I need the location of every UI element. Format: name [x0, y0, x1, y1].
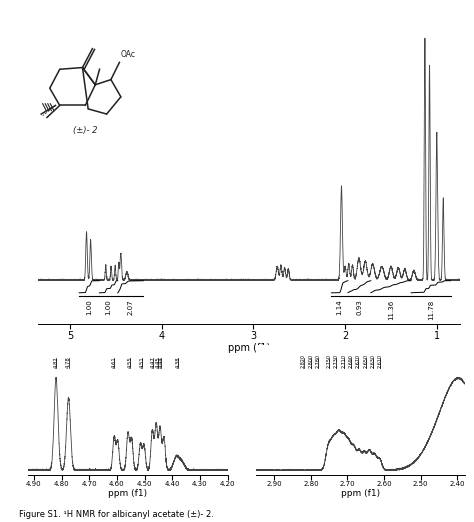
Text: 1.14: 1.14	[337, 300, 343, 315]
Text: 4.55: 4.55	[128, 356, 133, 368]
Text: 2.610: 2.610	[378, 354, 383, 368]
Text: 1.00: 1.00	[86, 300, 92, 315]
Text: 2.07: 2.07	[128, 300, 134, 315]
X-axis label: ppm (f1): ppm (f1)	[228, 342, 270, 353]
Text: Figure S1. ¹H NMR for albicanyl acetate (±)- 2.: Figure S1. ¹H NMR for albicanyl acetate …	[19, 511, 214, 519]
Text: 2.780: 2.780	[316, 354, 321, 368]
Text: 2.710: 2.710	[341, 354, 346, 368]
Text: 4.38: 4.38	[175, 356, 180, 368]
Text: 4.51: 4.51	[140, 356, 145, 368]
Text: 4.82: 4.82	[54, 356, 59, 368]
Text: 2.650: 2.650	[363, 354, 368, 368]
Text: 2.670: 2.670	[356, 354, 361, 368]
Text: 2.800: 2.800	[309, 354, 313, 368]
Text: 4.61: 4.61	[112, 356, 117, 368]
Text: 1.00: 1.00	[106, 300, 111, 315]
Text: 11.78: 11.78	[428, 300, 434, 319]
Text: 0.93: 0.93	[356, 300, 362, 315]
X-axis label: ppm (f1): ppm (f1)	[109, 489, 147, 497]
Text: 4.47: 4.47	[151, 356, 156, 368]
Text: 4.44: 4.44	[158, 356, 164, 368]
Text: 2.630: 2.630	[371, 354, 375, 368]
Text: OAc: OAc	[121, 50, 136, 59]
Text: 2.690: 2.690	[348, 354, 354, 368]
Text: (±)- 2: (±)- 2	[73, 126, 98, 135]
Text: 4.78: 4.78	[66, 356, 71, 368]
X-axis label: ppm (f1): ppm (f1)	[341, 489, 380, 497]
Text: 2.750: 2.750	[327, 354, 332, 368]
Text: 4.45: 4.45	[156, 356, 161, 368]
Text: 2.820: 2.820	[301, 354, 306, 368]
Text: 2.730: 2.730	[334, 354, 339, 368]
Text: 11.36: 11.36	[388, 300, 394, 319]
